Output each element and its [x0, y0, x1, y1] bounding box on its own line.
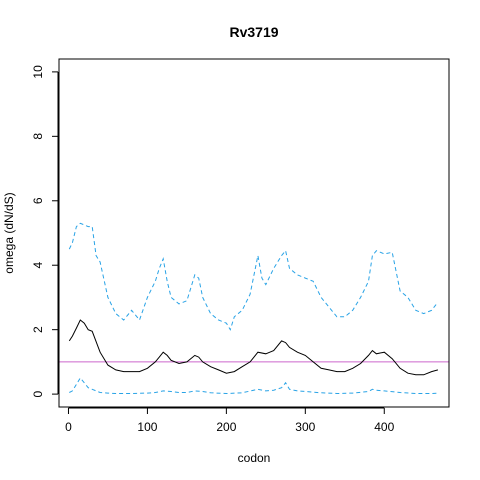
y-tick-label: 0 [31, 390, 45, 397]
x-axis-label: codon [238, 451, 271, 465]
x-tick-label: 200 [216, 420, 236, 434]
x-tick-label: 0 [65, 420, 72, 434]
y-axis-label: omega (dN/dS) [2, 192, 16, 273]
x-tick-label: 400 [374, 420, 394, 434]
chart-title: Rv3719 [229, 24, 278, 40]
x-tick-label: 100 [137, 420, 157, 434]
x-tick-label: 300 [295, 420, 315, 434]
plot-area: 0 100 200 300 400 0 2 4 6 8 10 [31, 58, 450, 434]
series-line-2 [68, 222, 439, 331]
series-line-1 [68, 319, 439, 376]
y-tick-label: 4 [31, 262, 45, 269]
y-tick-label: 2 [31, 326, 45, 333]
y-tick-label: 8 [31, 133, 45, 140]
series-line-3 [69, 377, 438, 395]
y-tick-label: 10 [31, 65, 45, 79]
plot-frame [58, 58, 450, 408]
y-tick-label: 6 [31, 197, 45, 204]
